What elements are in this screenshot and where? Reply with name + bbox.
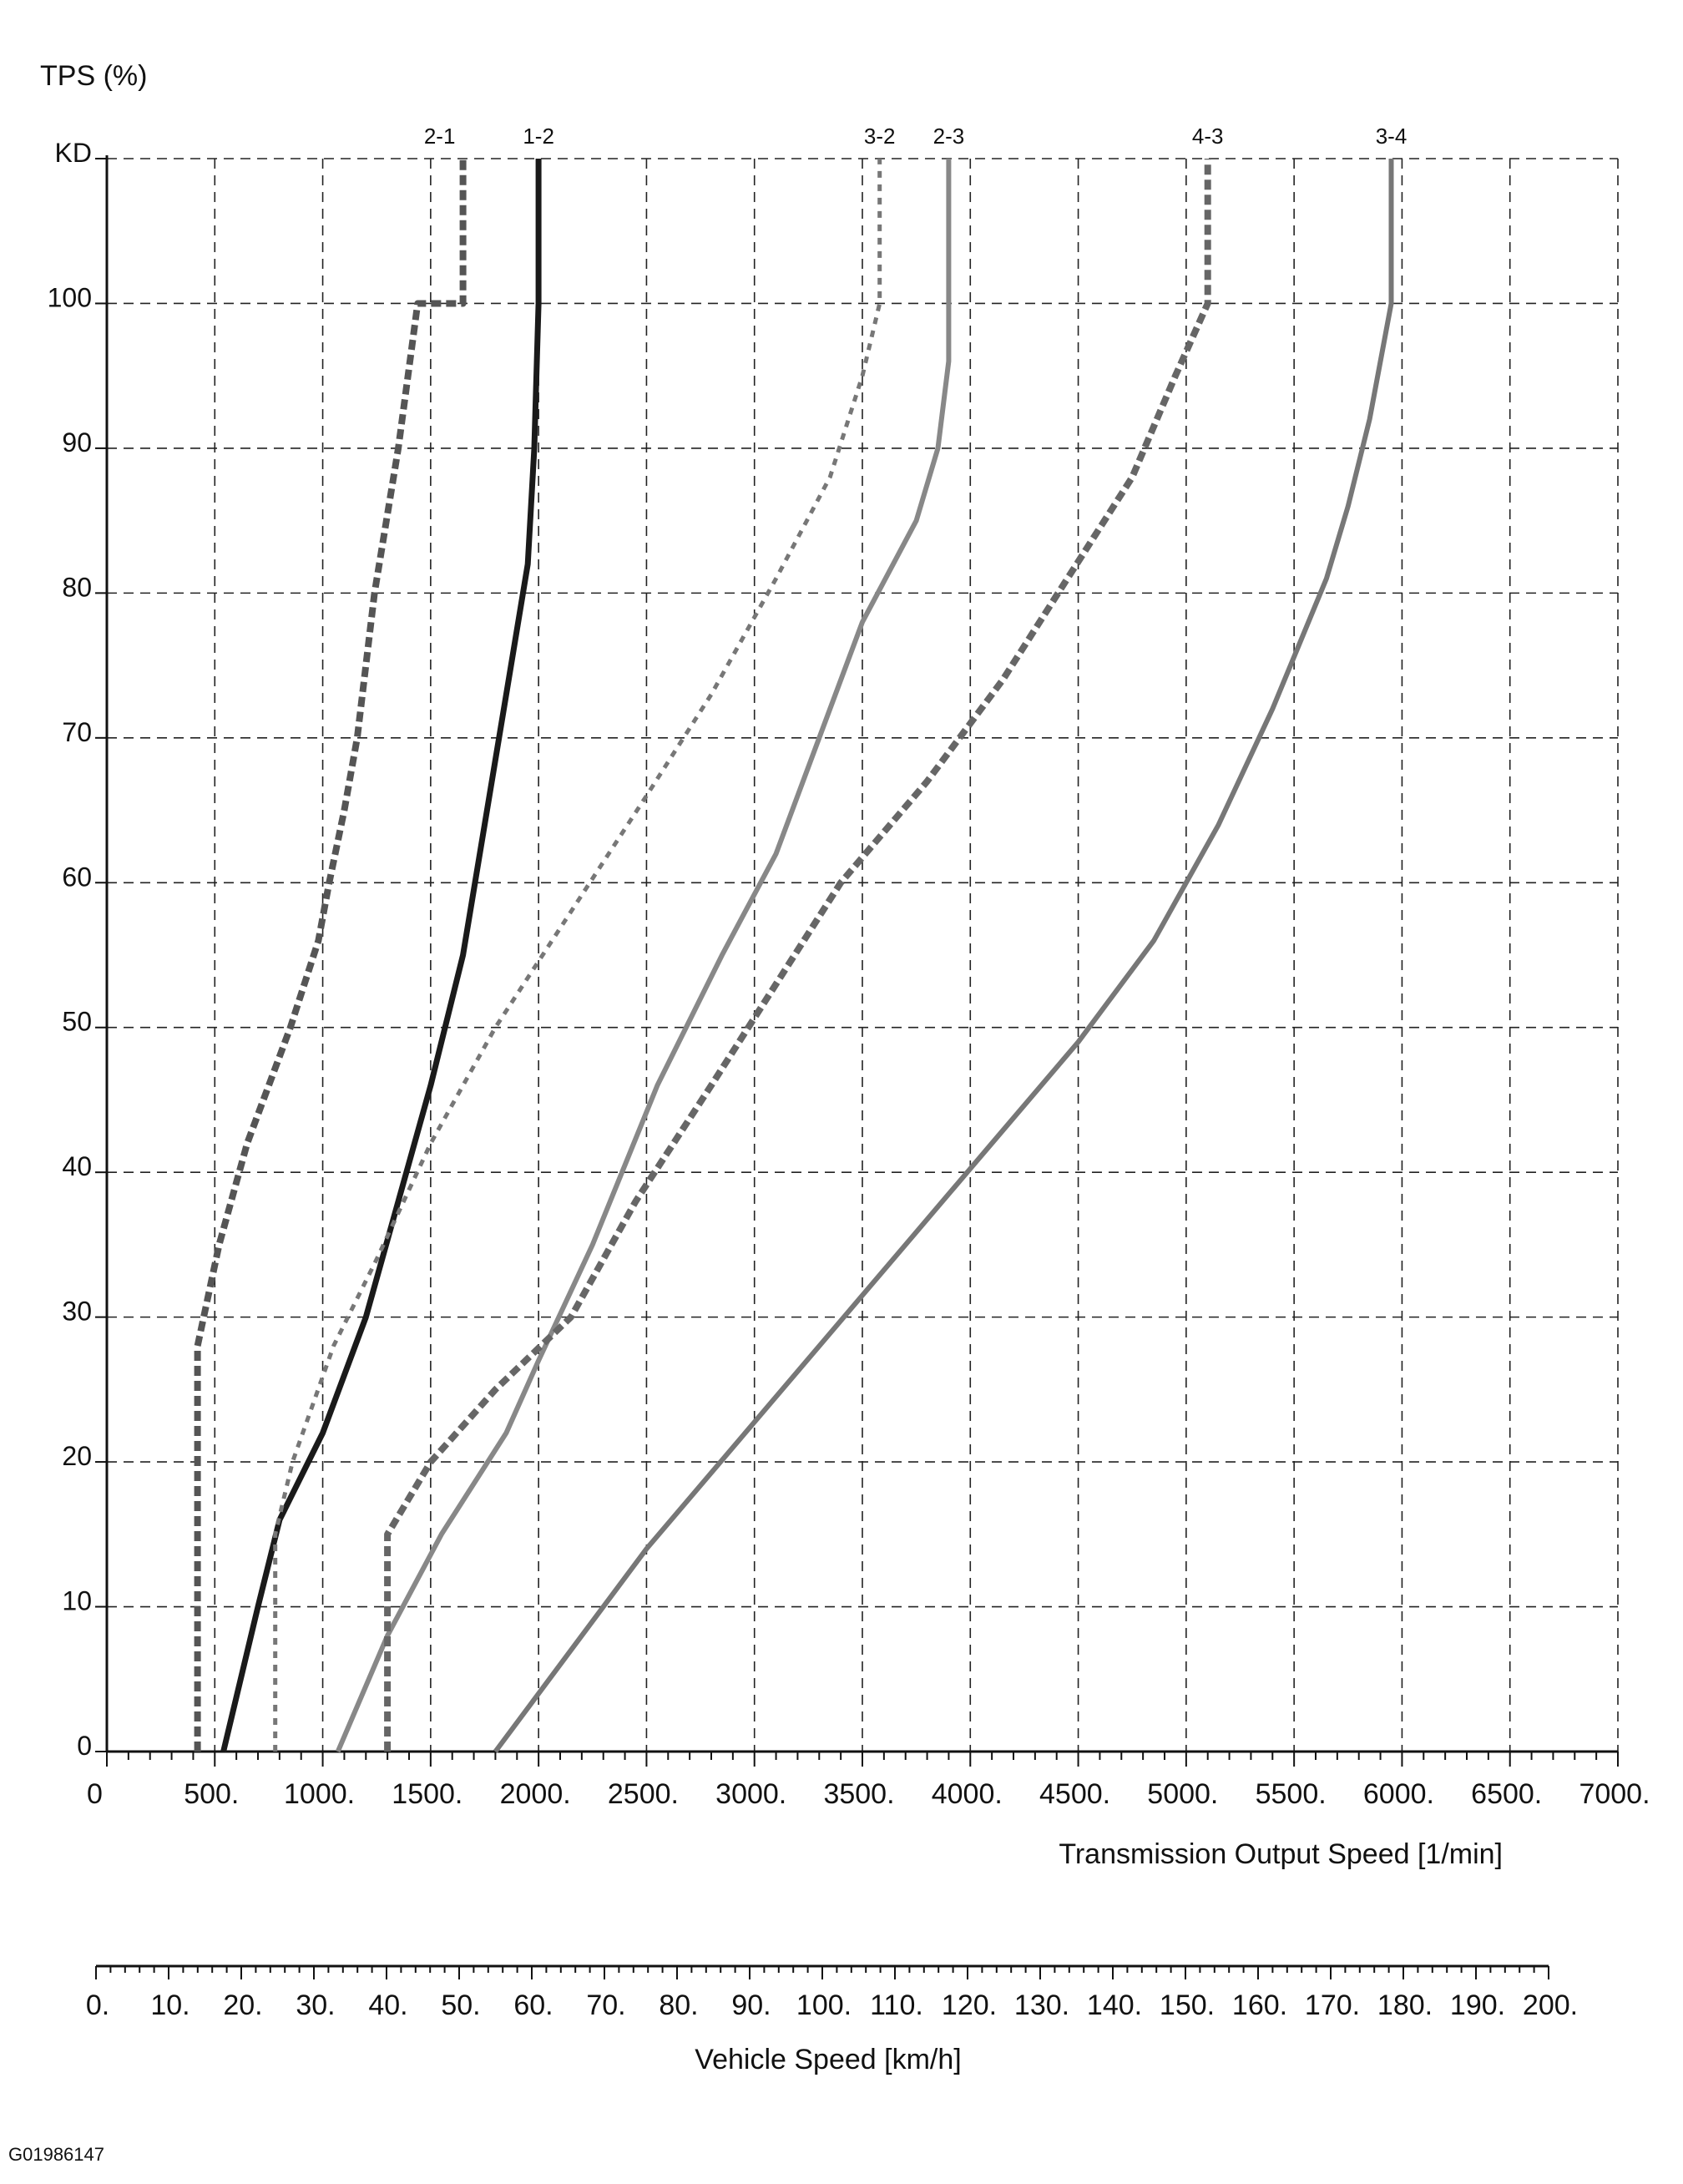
x-tick-label: 3000.: [715, 1778, 786, 1810]
secondary-tick-label: 100.: [796, 1989, 852, 2021]
x-tick-label: 5000.: [1147, 1778, 1218, 1810]
series-label-4-3: 4-3: [1192, 124, 1224, 149]
series-label-3-4: 3-4: [1376, 124, 1408, 149]
series-line-1-2: [220, 159, 542, 1752]
x-tick-label: 3500.: [823, 1778, 894, 1810]
y-tick-label: 50: [62, 1007, 92, 1037]
vehicle-speed-axis: 0. 10. 20. 30. 40. 50. 60. 70. 80. 90. 100. 110. 120…: [86, 1964, 1578, 2021]
y-tick-label: 0: [77, 1731, 92, 1761]
y-tick-labels: 0 10 20 30 40 50 60 70 80 90 100 KD: [48, 138, 92, 1761]
secondary-tick-label: 140.: [1087, 1989, 1142, 2021]
y-tick-label: 80: [62, 572, 92, 602]
x-tick-label: 2000.: [500, 1778, 571, 1810]
y-tick-label: 20: [62, 1441, 92, 1471]
series-line-2-3: [335, 159, 952, 1753]
secondary-tick-label: 160.: [1232, 1989, 1287, 2021]
x-tick-label: 4000.: [932, 1778, 1003, 1810]
series-label-1-2: 1-2: [523, 124, 554, 149]
y-tick-label: 10: [62, 1586, 92, 1616]
x-tick-label: 0: [87, 1778, 103, 1810]
secondary-tick-label: 80.: [659, 1989, 698, 2021]
secondary-tick-label: 150.: [1160, 1989, 1215, 2021]
figure-id: G01986147: [8, 2144, 104, 2165]
y-tick-label: 30: [62, 1297, 92, 1327]
x-tick-label: 500.: [184, 1778, 239, 1810]
x-tick-labels: 0 500. 1000. 1500. 2000. 2500. 3000. 3500. 4000.…: [87, 1778, 1650, 1810]
x-tick-label: 7000.: [1579, 1778, 1650, 1810]
series-labels: 2-1 1-2 3-2 2-3 4-3 3-4: [424, 124, 1407, 149]
secondary-tick-label: 130.: [1014, 1989, 1069, 2021]
secondary-tick-label: 180.: [1377, 1989, 1433, 2021]
secondary-tick-label: 60.: [513, 1989, 553, 2021]
secondary-tick-label: 40.: [368, 1989, 407, 2021]
x-tick-label: 2500.: [608, 1778, 679, 1810]
series-line-3-2: [273, 159, 882, 1752]
secondary-tick-label: 200.: [1523, 1989, 1578, 2021]
secondary-tick-label: 110.: [870, 1989, 923, 2021]
y-tick-label: 40: [62, 1151, 92, 1181]
y-tick-label: 90: [62, 427, 92, 458]
series-line-2-1: [194, 159, 467, 1752]
series-line-4-3: [384, 159, 1211, 1752]
x-tick-label: 1000.: [284, 1778, 355, 1810]
y-tick-label: 60: [62, 862, 92, 892]
secondary-x-axis-title: Vehicle Speed [km/h]: [695, 2044, 961, 2075]
x-tick-label: 6000.: [1363, 1778, 1434, 1810]
secondary-tick-label: 90.: [731, 1989, 771, 2021]
secondary-tick-label: 0.: [86, 1989, 109, 2021]
grid: [107, 158, 1619, 1752]
secondary-tick-label: 10.: [150, 1989, 190, 2021]
secondary-tick-label: 50.: [441, 1989, 480, 2021]
series-line-3-4: [493, 159, 1394, 1753]
series-lines: [194, 159, 1394, 1753]
secondary-tick-label: 120.: [942, 1989, 997, 2021]
y-axis-title: TPS (%): [40, 60, 147, 92]
secondary-tick-label: 20.: [223, 1989, 262, 2021]
secondary-tick-label: 170.: [1305, 1989, 1360, 2021]
secondary-tick-label: 190.: [1450, 1989, 1505, 2021]
x-axis-title: Transmission Output Speed [1/min]: [1059, 1838, 1503, 1870]
y-tick-label: KD: [55, 138, 92, 168]
secondary-tick-label: 30.: [296, 1989, 335, 2021]
x-tick-label: 6500.: [1471, 1778, 1542, 1810]
axes: [95, 155, 1619, 1767]
x-tick-label: 4500.: [1039, 1778, 1110, 1810]
series-label-3-2: 3-2: [864, 124, 896, 149]
series-label-2-3: 2-3: [933, 124, 965, 149]
x-tick-label: 1500.: [392, 1778, 462, 1810]
x-tick-label: 5500.: [1256, 1778, 1327, 1810]
y-tick-label: 100: [48, 282, 92, 312]
y-tick-label: 70: [62, 717, 92, 747]
secondary-tick-label: 70.: [586, 1989, 625, 2021]
series-label-2-1: 2-1: [424, 124, 456, 149]
